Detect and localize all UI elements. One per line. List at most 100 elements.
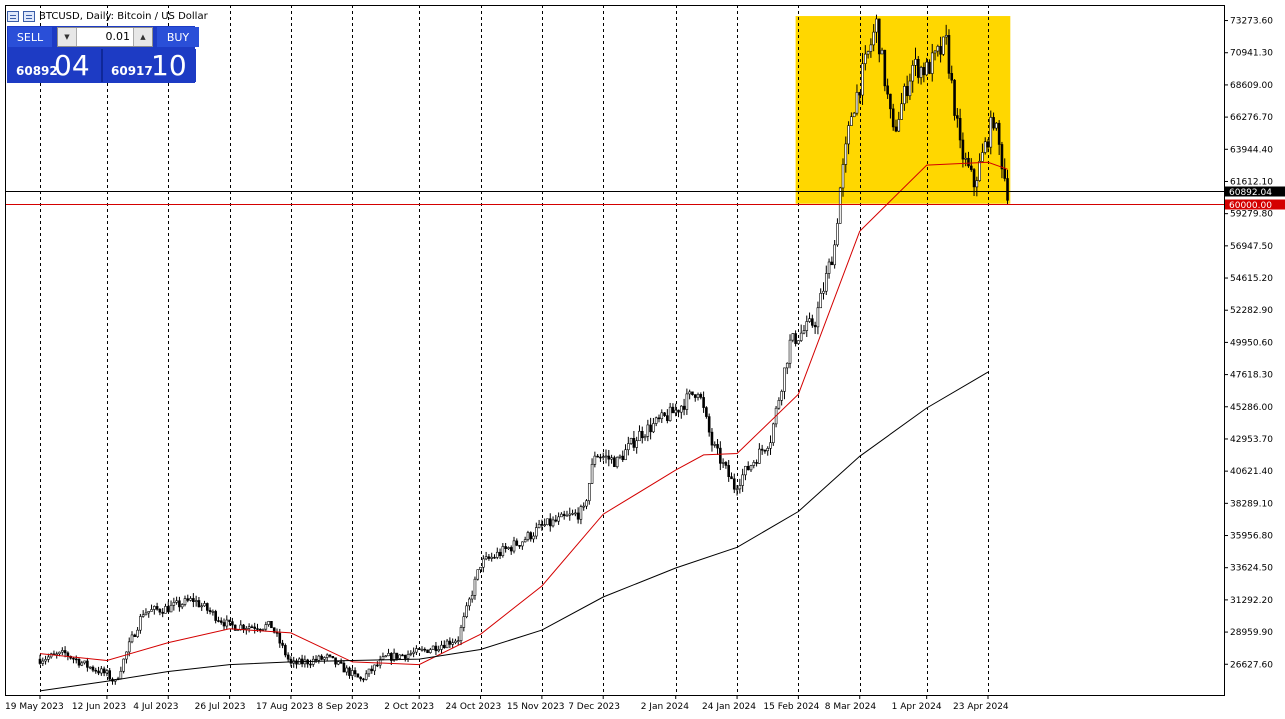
candle-body <box>507 547 510 549</box>
candle-body <box>936 46 940 52</box>
candle-body <box>55 653 59 656</box>
candle-body <box>688 391 691 395</box>
candle-body <box>108 670 112 680</box>
candle-body <box>535 527 538 537</box>
candle-body <box>267 621 270 625</box>
buy-price[interactable]: 60917 10 <box>103 49 196 82</box>
x-tick-label: 24 Oct 2023 <box>446 702 502 712</box>
candle-body <box>777 400 781 409</box>
candle-body <box>663 412 666 416</box>
candle-body <box>562 513 566 517</box>
candle-body <box>523 539 527 543</box>
y-tick-label: 73273.60 <box>1230 17 1273 27</box>
triangle-down-icon[interactable]: ▼ <box>58 28 77 46</box>
candle-body <box>208 610 212 612</box>
lot-size-input[interactable]: 0.01 <box>105 30 131 43</box>
triangle-up-icon[interactable]: ▲ <box>133 28 152 46</box>
candle-body <box>381 656 385 660</box>
candle-body <box>833 244 836 266</box>
sell-price[interactable]: 60892 04 <box>8 49 101 82</box>
level-price-tag-bg <box>1225 199 1285 210</box>
candle-body <box>891 108 895 128</box>
candle-body <box>769 442 772 449</box>
candle-body <box>353 670 357 675</box>
candle-body <box>222 622 226 627</box>
candle-body <box>613 457 616 468</box>
buy-price-pips: 10 <box>151 49 187 82</box>
candle-body <box>370 668 374 672</box>
candle-body <box>415 648 418 653</box>
candle-body <box>233 624 237 631</box>
candle-body <box>755 462 758 464</box>
candle-body <box>585 500 588 507</box>
candle-body <box>797 340 800 344</box>
candle-body <box>735 488 739 491</box>
candle-body <box>214 611 217 621</box>
y-tick-label: 42953.70 <box>1230 435 1273 445</box>
candle-body <box>479 566 482 570</box>
candle-body <box>423 648 427 651</box>
candle-body <box>590 463 594 484</box>
candle-body <box>362 678 365 681</box>
chart-title: BTCUSD, Daily: Bitcoin / US Dollar <box>39 10 208 22</box>
candle-body <box>328 654 332 657</box>
candle-body <box>548 518 552 527</box>
candle-body <box>58 651 61 655</box>
candle-body <box>822 290 825 294</box>
candle-body <box>749 465 753 471</box>
symbol-icon <box>23 10 35 22</box>
candle-body <box>540 523 544 526</box>
candle-body <box>484 556 488 560</box>
candle-body <box>652 423 655 433</box>
candle-body <box>969 165 973 170</box>
candle-body <box>983 141 987 153</box>
candle-body <box>744 465 747 476</box>
candle-body <box>660 412 664 420</box>
candle-body <box>928 61 931 74</box>
candle-body <box>434 645 438 652</box>
candle-body <box>858 92 862 96</box>
candle-body <box>571 513 574 515</box>
sell-button[interactable]: SELL <box>8 27 52 47</box>
candle-body <box>710 431 714 446</box>
lot-size-stepper[interactable]: ▼ 0.01 ▲ <box>57 27 153 47</box>
candle-body <box>813 325 817 328</box>
candle-body <box>741 474 744 486</box>
candle-body <box>560 513 563 518</box>
candle-body <box>180 604 184 608</box>
candle-body <box>521 541 524 547</box>
candle-body <box>582 505 586 508</box>
y-tick-label: 38289.10 <box>1230 499 1273 509</box>
consolidation-zone <box>795 16 1011 204</box>
candle-body <box>992 117 995 129</box>
candle-body <box>295 660 298 665</box>
candle-body <box>677 409 680 413</box>
candle-body <box>816 307 820 328</box>
candle-body <box>568 513 572 516</box>
candle-body <box>604 455 608 458</box>
candle-body <box>172 602 176 606</box>
candle-body <box>914 59 917 66</box>
candle-body <box>526 532 530 540</box>
candle-body <box>498 551 502 557</box>
candle-body <box>972 169 976 188</box>
candle-body <box>395 652 399 659</box>
y-tick-label: 45286.00 <box>1230 403 1273 413</box>
chart-header: BTCUSD, Daily: Bitcoin / US Dollar <box>7 8 208 24</box>
buy-button[interactable]: BUY <box>157 27 199 47</box>
candle-body <box>944 35 948 38</box>
candle-body <box>286 654 290 660</box>
candle-body <box>456 640 460 642</box>
candle-body <box>228 619 231 622</box>
candle-body <box>289 658 293 664</box>
candle-body <box>886 85 889 95</box>
y-tick-label: 49950.60 <box>1230 338 1273 348</box>
candle-body <box>493 556 496 559</box>
candle-body <box>350 670 354 676</box>
candle-body <box>348 667 351 676</box>
candle-body <box>696 394 700 398</box>
candle-body <box>342 662 346 673</box>
candle-body <box>205 603 209 611</box>
candle-body <box>699 394 703 398</box>
